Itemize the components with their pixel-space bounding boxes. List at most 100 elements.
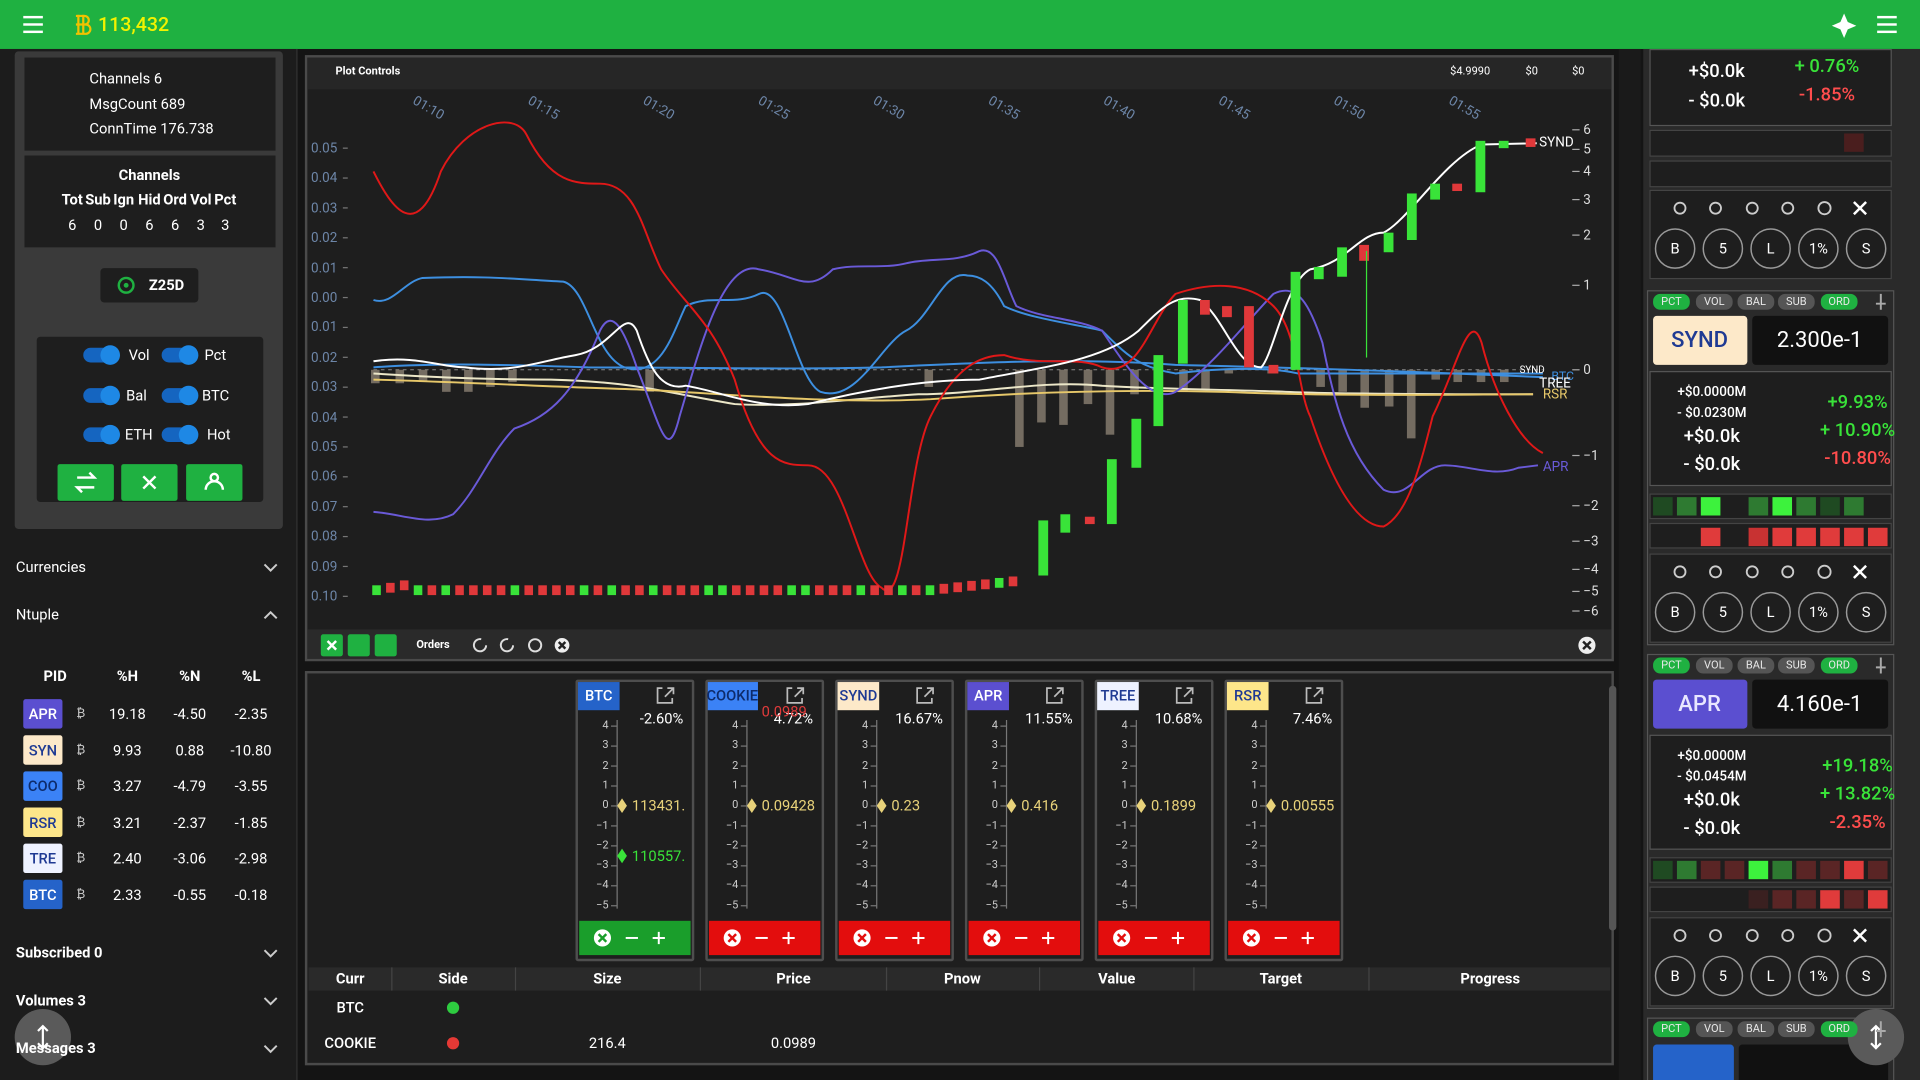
trade-button[interactable]: [1702, 955, 1744, 997]
panel-tag-label[interactable]: SUB: [1786, 295, 1807, 308]
section-title[interactable]: Messages 3: [15, 1039, 96, 1057]
plot-toggle[interactable]: [374, 634, 397, 657]
plus-icon[interactable]: [652, 931, 665, 945]
action-button[interactable]: [57, 464, 114, 501]
trade-button[interactable]: [1798, 591, 1839, 633]
action-icon[interactable]: [1817, 564, 1832, 579]
trade-button-label[interactable]: S: [1861, 967, 1871, 985]
section-title[interactable]: Ntuple: [15, 606, 59, 624]
trade-button[interactable]: [1654, 955, 1696, 997]
pin-icon[interactable]: [1875, 293, 1886, 310]
panel-tag-label[interactable]: VOL: [1704, 295, 1725, 308]
section-title[interactable]: Volumes 3: [15, 991, 86, 1009]
trade-button-label[interactable]: 5: [1718, 603, 1727, 621]
trade-button-label[interactable]: B: [1670, 603, 1680, 621]
toggle-knob[interactable]: [178, 424, 199, 445]
action-icon[interactable]: [1709, 201, 1722, 215]
chevron[interactable]: [263, 610, 278, 620]
panel-tag-label[interactable]: ORD: [1828, 659, 1850, 672]
trade-button[interactable]: [1798, 228, 1839, 269]
section-title[interactable]: Subscribed 0: [15, 944, 103, 962]
trade-button-label[interactable]: L: [1766, 967, 1775, 985]
chevron[interactable]: [263, 563, 278, 572]
toggle-knob[interactable]: [178, 385, 199, 406]
panel-tag[interactable]: [1820, 293, 1858, 310]
action-icon[interactable]: [1709, 929, 1722, 942]
trade-button-label[interactable]: 1%: [1808, 240, 1828, 258]
panel-tag[interactable]: [1777, 1021, 1815, 1038]
plus-icon[interactable]: [912, 931, 925, 945]
panel-tag-label[interactable]: VOL: [1704, 1023, 1725, 1036]
panel-tag-label[interactable]: PCT: [1661, 659, 1682, 672]
popout-icon[interactable]: [786, 687, 805, 704]
panel-tag[interactable]: [1653, 657, 1690, 674]
trade-button-label[interactable]: L: [1766, 603, 1775, 621]
plot-toggle[interactable]: [347, 634, 370, 657]
feed-button[interactable]: [100, 268, 199, 303]
action-icon[interactable]: [1673, 929, 1687, 942]
trade-button-label[interactable]: B: [1670, 240, 1680, 258]
trade-button-label[interactable]: 1%: [1808, 967, 1828, 985]
trade-button[interactable]: [1845, 955, 1887, 997]
panel-tag-label[interactable]: SUB: [1786, 659, 1807, 672]
panel-tag[interactable]: [1820, 657, 1858, 674]
panel-tag-label[interactable]: PCT: [1661, 1023, 1682, 1036]
plus-icon[interactable]: [1301, 931, 1314, 945]
panel-tag-label[interactable]: ORD: [1828, 295, 1850, 308]
panel-tag[interactable]: [1777, 293, 1815, 310]
trade-button[interactable]: [1702, 228, 1744, 269]
panel-tag[interactable]: [1653, 293, 1690, 310]
action-icon[interactable]: [1745, 565, 1759, 579]
trade-button-label[interactable]: S: [1861, 603, 1871, 621]
plus-icon[interactable]: [1171, 931, 1185, 945]
plus-icon[interactable]: [1042, 931, 1055, 945]
panel-tag[interactable]: [1737, 1021, 1775, 1038]
feed-button-label[interactable]: Z25D: [148, 276, 185, 294]
popout-icon[interactable]: [1046, 687, 1064, 704]
panel-tag[interactable]: [1737, 293, 1775, 310]
panel-tag-label[interactable]: PCT: [1661, 295, 1682, 308]
toggle-knob[interactable]: [100, 385, 121, 406]
toggle-knob[interactable]: [100, 424, 121, 445]
chevron[interactable]: [263, 997, 278, 1006]
chevron[interactable]: [263, 1045, 278, 1054]
popout-icon[interactable]: [916, 687, 934, 704]
trade-button[interactable]: [1798, 955, 1839, 997]
action-icon[interactable]: [1781, 201, 1795, 215]
panel-tag-label[interactable]: BAL: [1745, 295, 1766, 308]
action-icon[interactable]: [1781, 565, 1795, 579]
action-icon[interactable]: [1709, 565, 1722, 579]
popout-icon[interactable]: [1305, 687, 1324, 704]
plus-icon[interactable]: [782, 931, 795, 945]
action-icon[interactable]: [1817, 201, 1832, 216]
panel-tag-label[interactable]: VOL: [1704, 659, 1725, 672]
toolbar-label[interactable]: Orders: [416, 639, 450, 652]
panel-tag[interactable]: [1777, 657, 1815, 674]
trade-button-label[interactable]: 5: [1718, 240, 1727, 258]
trade-button-label[interactable]: 1%: [1808, 603, 1828, 621]
pin-icon[interactable]: [1875, 1021, 1886, 1038]
trade-button-label[interactable]: 5: [1718, 967, 1727, 985]
trade-button[interactable]: [1654, 228, 1696, 269]
action-icon[interactable]: [1817, 928, 1832, 943]
action-icon[interactable]: [1673, 201, 1687, 215]
panel-tag[interactable]: [1737, 657, 1775, 674]
trade-button[interactable]: [1750, 228, 1791, 269]
chevron[interactable]: [263, 949, 278, 958]
panel-tag[interactable]: [1695, 1021, 1733, 1038]
trade-button[interactable]: [1750, 591, 1791, 633]
popout-icon[interactable]: [1175, 687, 1194, 704]
action-icon[interactable]: [1745, 929, 1759, 942]
trade-button-label[interactable]: L: [1766, 240, 1775, 258]
toggle-knob[interactable]: [100, 345, 121, 365]
toggle-knob[interactable]: [178, 345, 199, 365]
pin-icon[interactable]: [1875, 657, 1886, 674]
panel-tag[interactable]: [1653, 1021, 1690, 1038]
panel-tag-label[interactable]: BAL: [1745, 1023, 1766, 1036]
action-icon[interactable]: [1673, 565, 1687, 579]
panel-tag[interactable]: [1695, 657, 1733, 674]
panel-tag-label[interactable]: BAL: [1745, 659, 1766, 672]
panel-tag[interactable]: [1820, 1021, 1858, 1038]
popout-icon[interactable]: [656, 687, 675, 704]
trade-button[interactable]: [1702, 591, 1744, 633]
